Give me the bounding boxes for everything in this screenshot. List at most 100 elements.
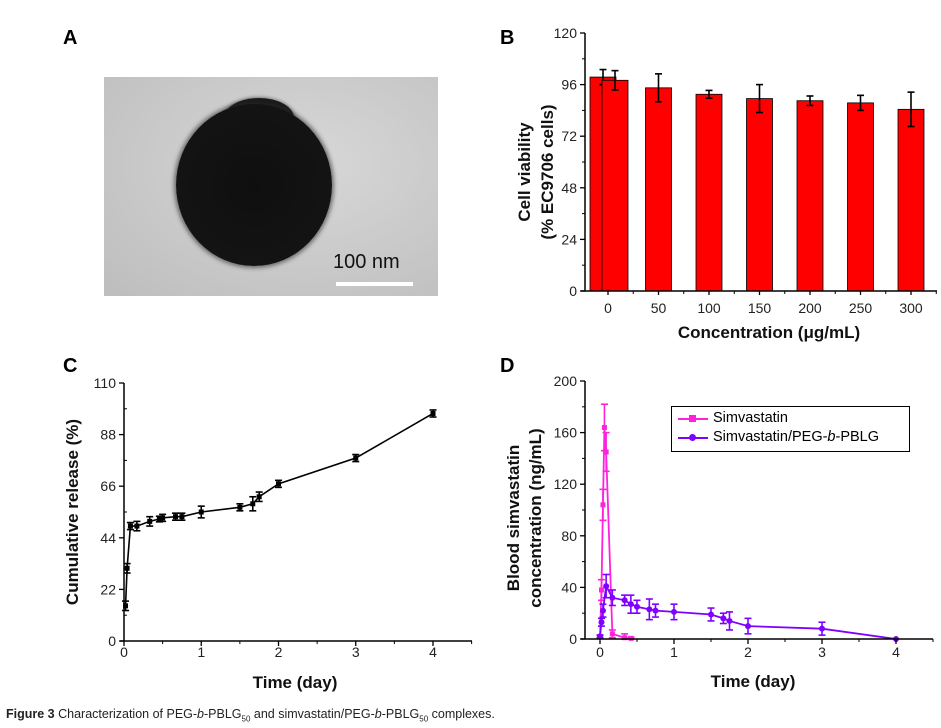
y-tick-label: 96 [561,77,577,93]
x-tick-label: 0 [596,644,604,660]
data-point [256,494,262,500]
data-point [276,481,281,487]
y-tick-label: 72 [561,128,577,144]
panel-c-label: C [63,355,78,377]
data-point [198,509,204,515]
tem-micrograph: 100 nm [104,77,438,296]
x-tick-label: 300 [899,300,923,316]
panel-b-label: B [500,27,515,49]
y-tick-label: 0 [569,283,577,299]
bar [695,93,723,292]
x-tick-label: 250 [849,300,873,316]
data-point [237,504,243,510]
bar [796,100,824,292]
scale-bar-label: 100 nm [333,251,400,273]
nanoparticle [176,104,332,266]
data-point [179,514,185,520]
caption-subscript: 50 [241,714,251,724]
legend-label: Simvastatin/PEG-b-PBLG [713,429,879,445]
release-line [124,412,434,606]
data-point [600,502,606,508]
data-point [123,603,129,609]
data-point [353,455,359,461]
legend-label-part: -PBLG [835,429,880,445]
figure-caption: Figure 3 Characterization of PEG-b-PBLG5… [6,707,495,724]
data-point [127,523,133,529]
series-line-simvastatin [599,427,632,640]
legend-label-italic: b [827,429,836,445]
caption-italic: b [374,707,382,721]
x-axis-title: Concentration (μg/mL) [678,323,860,342]
data-point [720,615,727,622]
x-tick-label: 4 [892,644,900,660]
data-point [599,607,606,614]
caption-text: Characterization of PEG- [54,707,198,721]
data-point [430,410,436,416]
y-tick-label: 22 [100,581,116,597]
x-tick-label: 200 [798,300,822,316]
data-point [609,631,615,637]
bar [847,102,874,292]
caption-text: and simvastatin/PEG- [250,707,375,721]
y-tick-label: 40 [561,579,577,595]
circle-marker-icon [689,434,696,441]
data-point [156,516,162,522]
data-point [726,617,733,624]
caption-italic: b [197,707,204,721]
legend-label: Simvastatin [713,410,788,426]
data-point [609,594,616,601]
y-tick-label: 80 [561,528,577,544]
data-point [601,424,607,430]
caption-text: -PBLG [381,707,420,721]
x-tick-label: 2 [275,644,283,660]
x-axis-title: Time (day) [253,673,338,692]
x-tick-label: 3 [818,644,826,660]
y-tick-label: 0 [569,631,577,647]
data-point [646,606,653,613]
legend-item-simvastatin: Simvastatin [672,410,909,428]
x-tick-label: 4 [429,644,437,660]
y-tick-label: 24 [561,231,577,247]
y-tick-label: 0 [108,633,116,649]
x-tick-label: 150 [748,300,772,316]
data-point [147,518,153,524]
y-tick-label: 88 [100,427,116,443]
y-tick-label: 200 [554,373,578,389]
caption-text: complexes. [428,707,495,721]
data-point [603,583,610,590]
data-point [173,514,179,520]
x-tick-label: 1 [197,644,205,660]
data-point [603,449,609,455]
y-axis-title: Blood simvastatin [504,445,523,591]
data-point [745,623,751,630]
data-point [634,603,640,610]
y-tick-label: 160 [554,425,578,441]
bar [897,108,925,292]
x-tick-label: 50 [651,300,667,316]
x-tick-label: 2 [744,644,752,660]
scale-bar [336,282,413,286]
panel-d-label: D [500,355,515,377]
x-tick-label: 3 [352,644,360,660]
y-axis-title: (% EC9706 cells) [538,104,557,239]
y-tick-label: 44 [100,530,116,546]
legend-label-part: Simvastatin/PEG- [713,429,828,445]
data-point [708,611,714,618]
y-tick-label: 110 [94,375,117,391]
x-axis-title: Time (day) [711,672,796,691]
y-tick-label: 66 [100,478,116,494]
legend-item-complex: Simvastatin/PEG-b-PBLG [672,429,909,447]
data-point [597,633,603,640]
data-point [598,619,605,626]
y-axis-title: Cumulative release (%) [63,419,82,605]
y-tick-label: 120 [554,25,578,41]
y-tick-label: 120 [554,476,578,492]
y-tick-label: 48 [561,180,577,196]
legend: Simvastatin Simvastatin/PEG-b-PBLG [671,406,910,452]
caption-text: -PBLG [204,707,242,721]
x-tick-label: 1 [670,644,678,660]
data-point [134,523,140,529]
